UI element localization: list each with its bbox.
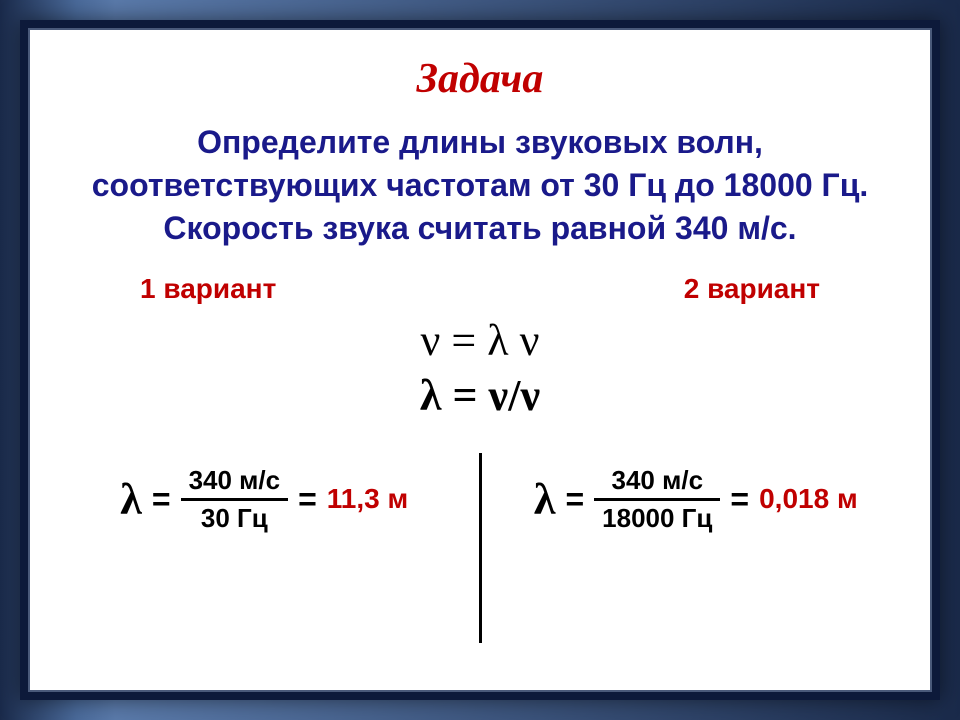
lambda-symbol-1: λ xyxy=(120,474,142,525)
variants-row: 1 вариант 2 вариант xyxy=(60,273,900,305)
numerator-2: 340 м/с xyxy=(604,463,712,498)
result-2: 0,018 м xyxy=(759,483,858,515)
slide-title: Задача xyxy=(60,55,900,103)
slide-frame-inner: Задача Определите длины звуковых волн, с… xyxy=(28,28,932,692)
result-1: 11,3 м xyxy=(327,483,408,515)
fraction-2: 340 м/с 18000 Гц xyxy=(594,463,720,536)
denominator-2: 18000 Гц xyxy=(594,501,720,536)
equals-1b: = xyxy=(298,481,317,518)
numerator-1: 340 м/с xyxy=(181,463,289,498)
vertical-divider xyxy=(479,453,482,643)
calculations-row: λ = 340 м/с 30 Гц = 11,3 м λ = 340 м/с 1… xyxy=(60,453,900,643)
variant-2-label: 2 вариант xyxy=(684,273,820,305)
slide-frame-outer: Задача Определите длины звуковых волн, с… xyxy=(20,20,940,700)
equals-2b: = xyxy=(730,481,749,518)
calc-variant-1: λ = 340 м/с 30 Гц = 11,3 м xyxy=(60,463,469,536)
equals-2a: = xyxy=(565,481,584,518)
formula-2: λ = ν/ν xyxy=(60,368,900,423)
problem-statement: Определите длины звуковых волн, соответс… xyxy=(60,121,900,251)
variant-1-label: 1 вариант xyxy=(140,273,276,305)
equals-1a: = xyxy=(152,481,171,518)
calc-variant-2: λ = 340 м/с 18000 Гц = 0,018 м xyxy=(492,463,901,536)
lambda-symbol-2: λ xyxy=(534,474,556,525)
denominator-1: 30 Гц xyxy=(193,501,276,536)
formula-1: ν = λ ν xyxy=(60,313,900,368)
problem-line-3: Скорость звука считать равной 340 м/с. xyxy=(163,210,796,246)
problem-line-1: Определите длины звуковых волн, xyxy=(197,124,763,160)
problem-line-2: соответствующих частотам от 30 Гц до 180… xyxy=(92,167,869,203)
formulas-block: ν = λ ν λ = ν/ν xyxy=(60,313,900,423)
fraction-1: 340 м/с 30 Гц xyxy=(181,463,289,536)
